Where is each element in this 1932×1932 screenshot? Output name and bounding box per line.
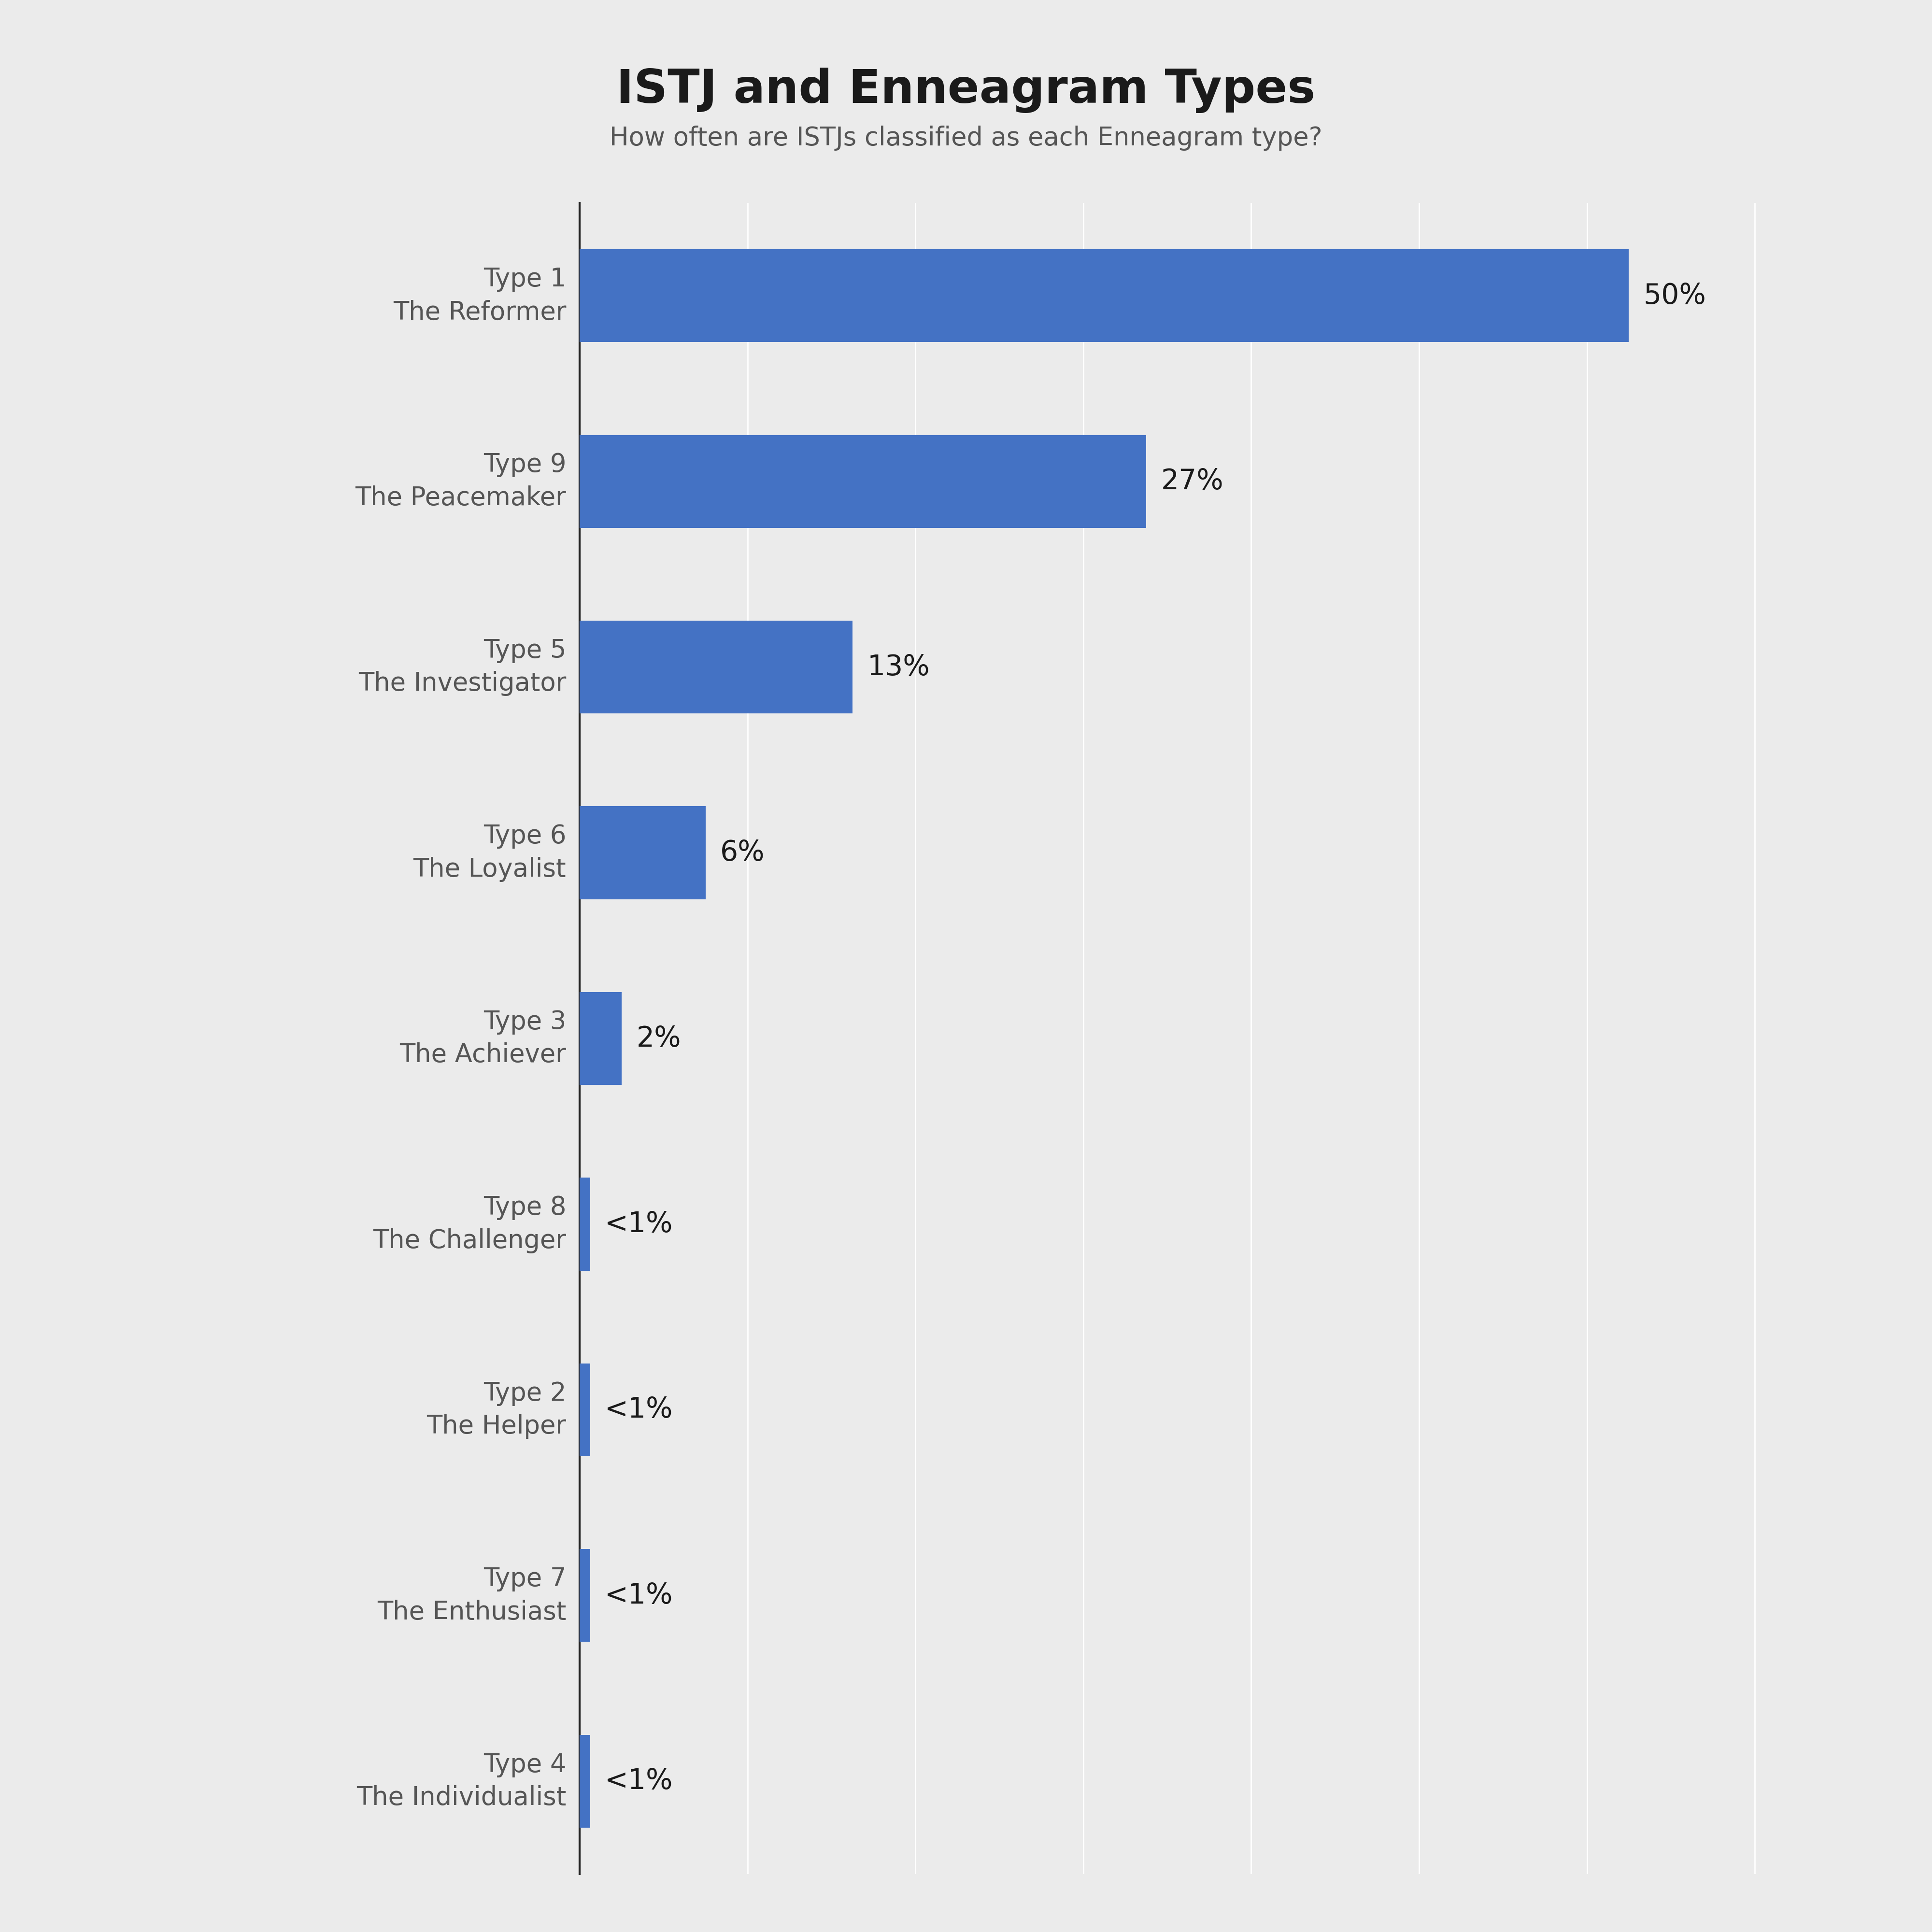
- Text: ISTJ and Enneagram Types: ISTJ and Enneagram Types: [616, 68, 1316, 112]
- Bar: [580, 1549, 589, 1642]
- Text: <1%: <1%: [605, 1209, 672, 1238]
- Bar: [580, 1735, 589, 1828]
- Bar: [580, 249, 1629, 342]
- Text: How often are ISTJs classified as each Enneagram type?: How often are ISTJs classified as each E…: [611, 126, 1321, 151]
- Text: 2%: 2%: [636, 1024, 680, 1053]
- Bar: [580, 620, 852, 713]
- Text: 27%: 27%: [1161, 468, 1223, 495]
- Bar: [580, 991, 622, 1086]
- Text: <1%: <1%: [605, 1582, 672, 1609]
- Text: 50%: 50%: [1644, 282, 1706, 309]
- Text: <1%: <1%: [605, 1768, 672, 1795]
- Bar: [580, 1364, 589, 1457]
- Text: 6%: 6%: [721, 838, 765, 867]
- Bar: [580, 435, 1146, 527]
- Text: <1%: <1%: [605, 1397, 672, 1424]
- Bar: [580, 1179, 589, 1271]
- Bar: [580, 806, 705, 898]
- Text: 13%: 13%: [867, 653, 929, 680]
